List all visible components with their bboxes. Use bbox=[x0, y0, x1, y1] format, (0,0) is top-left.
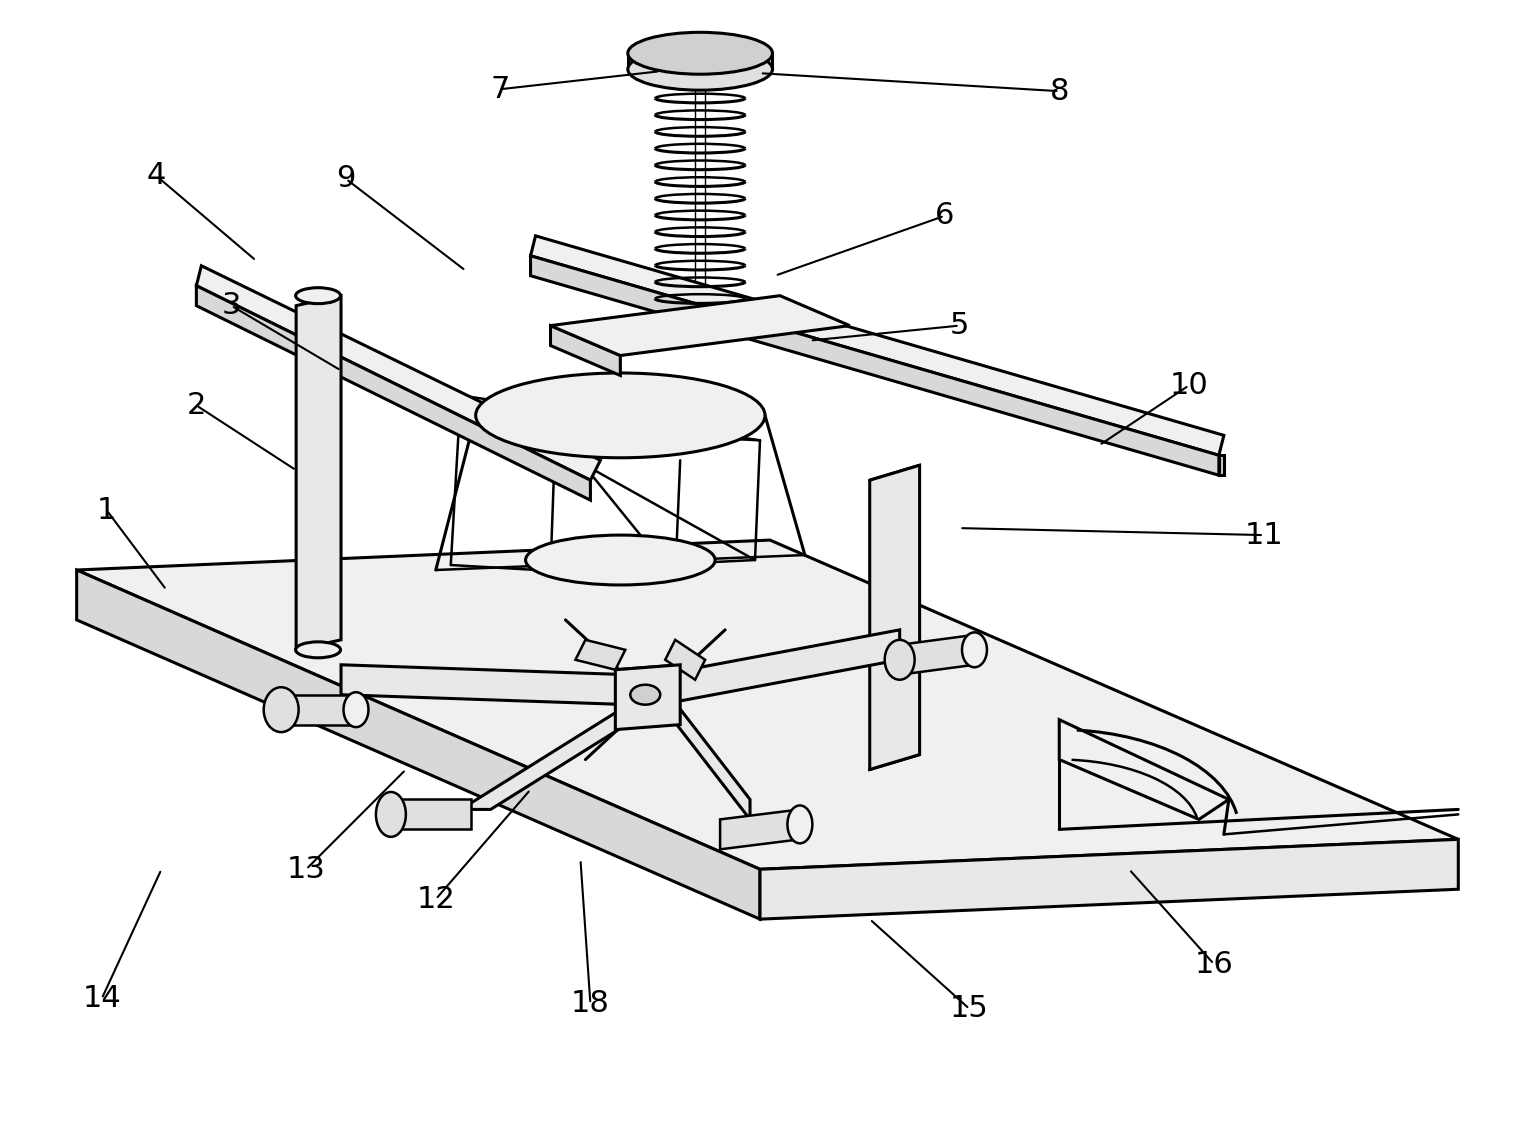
Polygon shape bbox=[760, 840, 1458, 919]
Ellipse shape bbox=[884, 639, 914, 680]
Text: 6: 6 bbox=[934, 201, 954, 230]
Polygon shape bbox=[196, 286, 591, 500]
Polygon shape bbox=[665, 690, 750, 819]
Polygon shape bbox=[530, 236, 1224, 455]
Text: 4: 4 bbox=[147, 161, 166, 190]
Text: 12: 12 bbox=[416, 884, 456, 914]
Polygon shape bbox=[196, 265, 600, 480]
Polygon shape bbox=[76, 570, 760, 919]
Polygon shape bbox=[342, 665, 630, 705]
Text: 2: 2 bbox=[187, 391, 207, 420]
Polygon shape bbox=[720, 810, 801, 849]
Ellipse shape bbox=[475, 373, 766, 458]
Ellipse shape bbox=[264, 688, 299, 732]
Ellipse shape bbox=[296, 642, 340, 658]
Text: 15: 15 bbox=[949, 994, 989, 1024]
Text: 3: 3 bbox=[222, 292, 242, 320]
Polygon shape bbox=[576, 639, 626, 669]
Ellipse shape bbox=[375, 792, 406, 837]
Text: 13: 13 bbox=[287, 855, 325, 884]
Text: 10: 10 bbox=[1170, 371, 1208, 400]
Ellipse shape bbox=[343, 692, 369, 728]
Text: 14: 14 bbox=[82, 985, 122, 1014]
Text: 8: 8 bbox=[1050, 77, 1069, 105]
Polygon shape bbox=[76, 540, 1458, 869]
Polygon shape bbox=[296, 295, 342, 650]
Text: 1: 1 bbox=[97, 495, 117, 525]
Polygon shape bbox=[281, 694, 355, 724]
Text: 11: 11 bbox=[1244, 521, 1284, 549]
Polygon shape bbox=[550, 326, 620, 375]
Ellipse shape bbox=[630, 685, 661, 705]
Polygon shape bbox=[1059, 720, 1229, 819]
Polygon shape bbox=[870, 466, 919, 770]
Polygon shape bbox=[629, 54, 772, 70]
Ellipse shape bbox=[526, 535, 715, 585]
Polygon shape bbox=[550, 295, 849, 356]
Text: 16: 16 bbox=[1194, 950, 1233, 978]
Ellipse shape bbox=[296, 287, 340, 303]
Text: 5: 5 bbox=[949, 311, 969, 340]
Text: 7: 7 bbox=[491, 74, 510, 104]
Polygon shape bbox=[1218, 455, 1224, 475]
Ellipse shape bbox=[787, 805, 813, 843]
Ellipse shape bbox=[962, 633, 987, 667]
Polygon shape bbox=[661, 630, 899, 705]
Polygon shape bbox=[615, 665, 681, 730]
Polygon shape bbox=[530, 256, 1218, 475]
Polygon shape bbox=[665, 639, 705, 680]
Ellipse shape bbox=[627, 32, 773, 74]
Text: 9: 9 bbox=[336, 165, 355, 193]
Polygon shape bbox=[390, 800, 471, 829]
Text: 18: 18 bbox=[571, 990, 609, 1018]
Polygon shape bbox=[899, 635, 975, 675]
Polygon shape bbox=[460, 709, 650, 810]
Ellipse shape bbox=[627, 48, 773, 90]
